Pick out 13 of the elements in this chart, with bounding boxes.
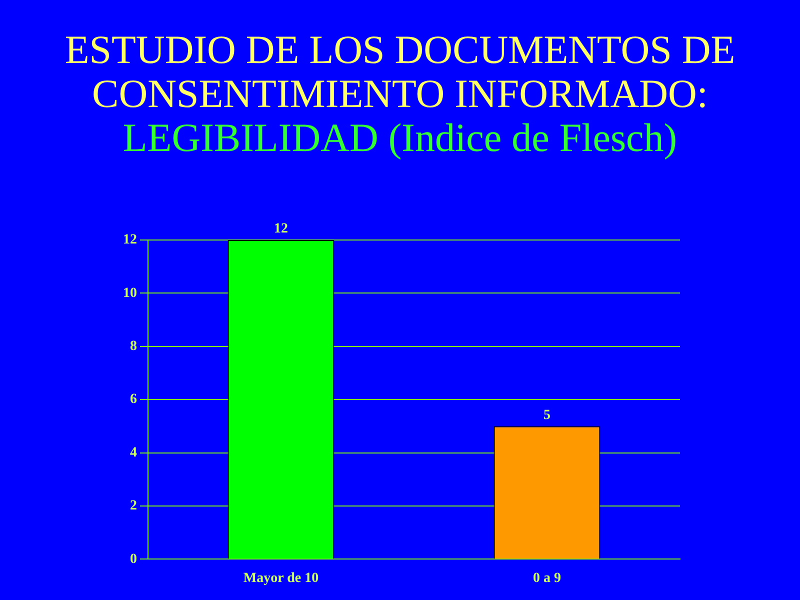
y-tick-label: 4 [130, 445, 137, 460]
data-label: 12 [274, 222, 288, 237]
y-tick-label: 2 [130, 498, 137, 514]
y-tick-label: 0 [130, 552, 137, 567]
y-tick-label: 8 [130, 339, 137, 354]
chart-title: ESTUDIO DE LOS DOCUMENTOS DE CONSENTIMIENTO INFORMADO: [64, 27, 736, 116]
data-label: 5 [544, 408, 550, 423]
x-tick-label: 0 a 9 [533, 571, 561, 586]
y-tick-label: 6 [130, 392, 137, 408]
chart-subtitle: LEGIBILIDAD (Indice de Flesch) [122, 115, 678, 160]
y-tick-label: 12 [123, 232, 137, 248]
x-tick-label: Mayor de 10 [243, 571, 319, 586]
y-tick-label: 10 [123, 286, 137, 301]
